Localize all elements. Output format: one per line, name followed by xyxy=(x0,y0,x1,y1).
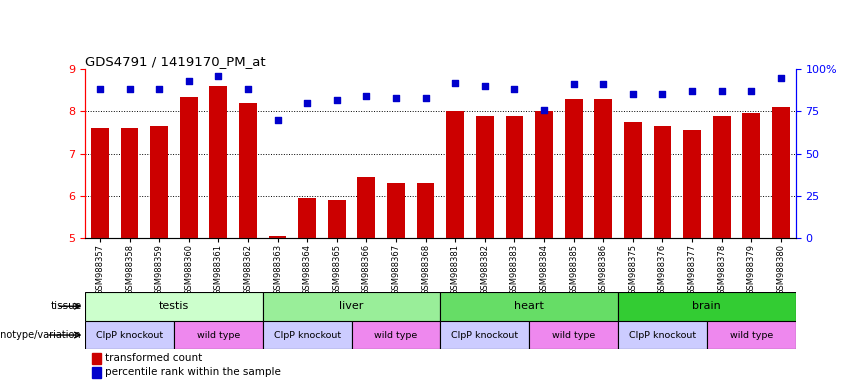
Bar xyxy=(654,126,671,238)
Bar xyxy=(298,198,316,238)
Bar xyxy=(174,321,263,349)
Bar xyxy=(505,116,523,238)
Bar xyxy=(742,114,760,238)
Point xyxy=(419,95,432,101)
Bar xyxy=(85,321,174,349)
Text: testis: testis xyxy=(159,301,189,311)
Bar xyxy=(92,367,100,378)
Point xyxy=(123,86,136,93)
Bar xyxy=(357,177,375,238)
Bar xyxy=(263,292,441,321)
Bar xyxy=(565,99,582,238)
Point xyxy=(300,100,314,106)
Bar xyxy=(618,321,707,349)
Point xyxy=(715,88,728,94)
Point xyxy=(152,86,166,93)
Point xyxy=(597,81,610,88)
Bar xyxy=(594,99,612,238)
Text: wild type: wild type xyxy=(374,331,418,339)
Point xyxy=(774,74,788,81)
Bar xyxy=(269,236,287,238)
Point xyxy=(212,73,226,79)
Point xyxy=(685,88,699,94)
Bar xyxy=(417,183,435,238)
Text: ClpP knockout: ClpP knockout xyxy=(96,331,163,339)
Text: liver: liver xyxy=(340,301,363,311)
Bar xyxy=(151,126,168,238)
Bar xyxy=(387,183,405,238)
Bar xyxy=(529,321,618,349)
Text: genotype/variation: genotype/variation xyxy=(0,330,82,340)
Bar xyxy=(713,116,730,238)
Point xyxy=(478,83,492,89)
Bar xyxy=(85,292,263,321)
Point xyxy=(448,79,462,86)
Text: brain: brain xyxy=(693,301,722,311)
Point xyxy=(626,91,640,98)
Point xyxy=(567,81,580,88)
Bar xyxy=(263,321,351,349)
Point xyxy=(330,96,344,103)
Text: tissue: tissue xyxy=(50,301,82,311)
Point xyxy=(745,88,758,94)
Bar xyxy=(683,131,701,238)
Text: percentile rank within the sample: percentile rank within the sample xyxy=(105,367,281,377)
Text: wild type: wild type xyxy=(197,331,240,339)
Bar xyxy=(476,116,494,238)
Point xyxy=(360,93,374,99)
Point xyxy=(182,78,196,84)
Text: ClpP knockout: ClpP knockout xyxy=(273,331,340,339)
Text: transformed count: transformed count xyxy=(105,353,203,363)
Text: wild type: wild type xyxy=(552,331,595,339)
Point xyxy=(389,95,403,101)
Point xyxy=(507,86,521,93)
Bar xyxy=(92,353,100,364)
Bar xyxy=(91,128,109,238)
Bar xyxy=(351,321,441,349)
Bar xyxy=(121,128,139,238)
Bar xyxy=(328,200,346,238)
Bar xyxy=(624,122,642,238)
Bar xyxy=(707,321,796,349)
Bar xyxy=(209,86,227,238)
Bar xyxy=(441,292,618,321)
Text: GDS4791 / 1419170_PM_at: GDS4791 / 1419170_PM_at xyxy=(85,55,266,68)
Bar xyxy=(535,111,553,238)
Text: ClpP knockout: ClpP knockout xyxy=(451,331,518,339)
Bar xyxy=(772,107,790,238)
Bar xyxy=(441,321,529,349)
Point xyxy=(93,86,106,93)
Point xyxy=(655,91,669,98)
Bar xyxy=(446,111,464,238)
Text: wild type: wild type xyxy=(729,331,773,339)
Bar xyxy=(180,97,197,238)
Text: ClpP knockout: ClpP knockout xyxy=(629,331,696,339)
Point xyxy=(241,86,254,93)
Text: heart: heart xyxy=(514,301,544,311)
Bar xyxy=(618,292,796,321)
Bar xyxy=(239,103,257,238)
Point xyxy=(271,117,284,123)
Point xyxy=(537,107,551,113)
